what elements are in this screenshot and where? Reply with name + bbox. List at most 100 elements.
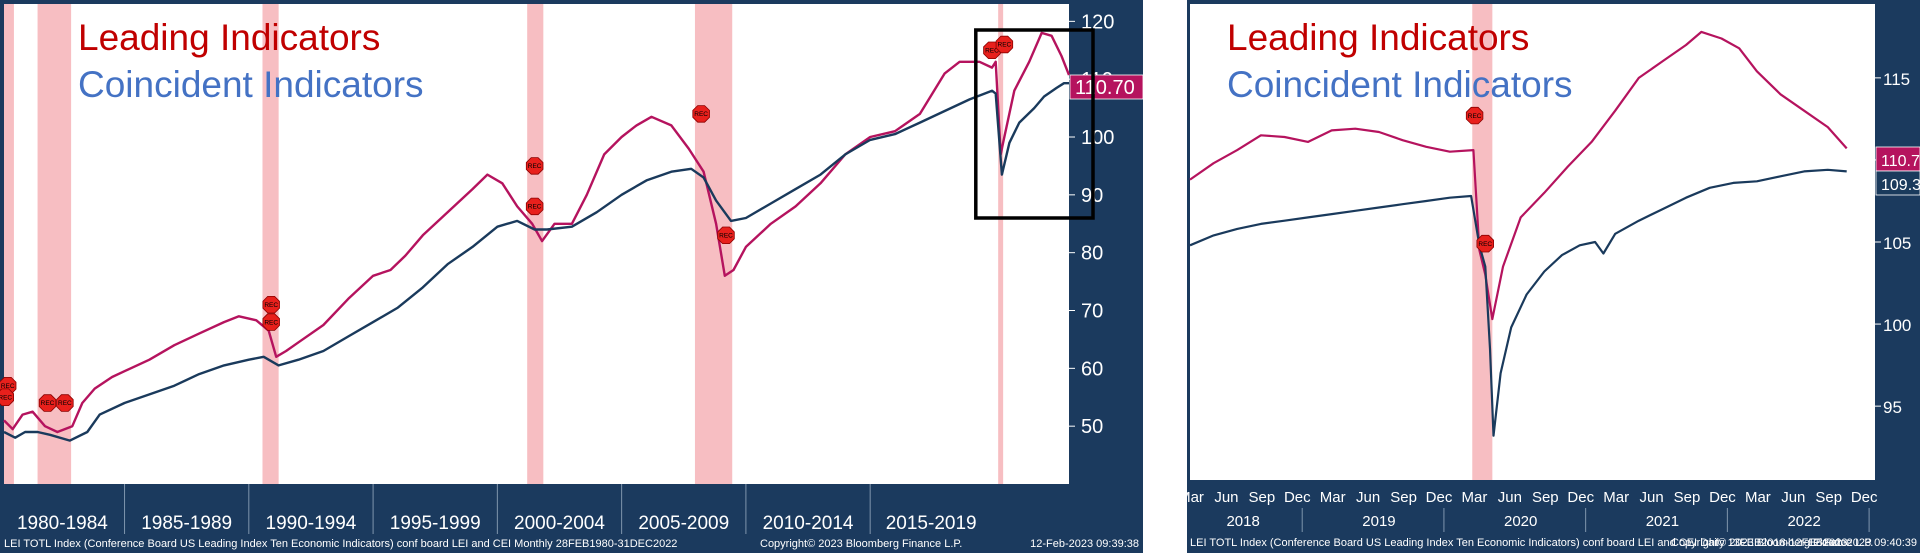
right-chart: 95100105110115RECRECLeading IndicatorsCo…: [1187, 0, 1920, 553]
footer-timestamp: 12-Feb-2023 09:40:39: [1808, 537, 1917, 549]
legend-leading: Leading Indicators: [1227, 17, 1529, 58]
rec-marker: REC: [525, 197, 544, 216]
legend-leading: Leading Indicators: [78, 17, 380, 58]
x-period-label: 1990-1994: [266, 513, 357, 534]
zoom-highlight-box: [974, 28, 1095, 220]
rec-marker-shape: [692, 105, 710, 123]
last-value-text: 109.30: [1881, 177, 1920, 194]
x-period-label: 2005-2009: [638, 513, 729, 534]
x-month-label: Sep: [1390, 489, 1417, 506]
left-chart-panel: 5060708090100110120RECRECRECRECRECRECREC…: [0, 0, 1143, 553]
y-tick-label: 95: [1883, 398, 1902, 417]
y-tick-label: 70: [1081, 301, 1103, 323]
x-month-label: Dec: [1284, 489, 1311, 506]
rec-marker-label: REC: [264, 319, 278, 326]
y-tick-label: 105: [1883, 234, 1911, 253]
rec-marker: REC: [717, 226, 735, 245]
x-month-label: Mar: [1320, 489, 1346, 506]
rec-marker-label: REC: [528, 204, 542, 211]
rec-marker-label: REC: [528, 163, 542, 170]
x-month-label: Mar: [1187, 489, 1204, 506]
last-value-box: [1069, 74, 1143, 100]
rec-marker: REC: [262, 295, 280, 314]
x-year-label: 2018: [1226, 513, 1259, 530]
rec-marker: REC: [1465, 106, 1484, 125]
rec-marker-label: REC: [998, 42, 1012, 49]
x-period-label: 2015-2019: [886, 513, 977, 534]
recession-band: [4, 4, 14, 484]
rec-marker-label: REC: [1478, 241, 1492, 248]
x-month-label: Mar: [1745, 489, 1771, 506]
rec-marker-label: REC: [1, 383, 15, 390]
rec-marker-label: REC: [0, 394, 12, 401]
rec-marker-label: REC: [41, 400, 55, 407]
leading-indicators-line: [1189, 30, 1848, 321]
x-month-label: Jun: [1498, 489, 1522, 506]
rec-marker-label: REC: [58, 400, 72, 407]
x-month-label: Sep: [1249, 489, 1276, 506]
y-tick-label: 80: [1081, 243, 1103, 265]
rec-marker-shape: [262, 295, 280, 314]
coincident-indicators-line: [1189, 168, 1847, 437]
last-value-badge: 109.30: [1875, 170, 1920, 196]
x-period-label: 1995-1999: [390, 513, 481, 534]
rec-marker: REC: [692, 105, 710, 123]
rec-marker: REC: [1476, 234, 1495, 253]
rec-marker-label: REC: [694, 111, 708, 118]
last-value-text: 110.70: [1075, 77, 1135, 99]
y-tick-label: 100: [1883, 316, 1911, 335]
rec-marker-shape: [1465, 106, 1484, 125]
x-month-label: Jun: [1781, 489, 1805, 506]
x-period-label: 2000-2004: [514, 513, 605, 534]
rec-marker-label: REC: [985, 47, 999, 54]
x-period-label: 1985-1989: [141, 513, 232, 534]
x-period-label: 2010-2014: [763, 513, 854, 534]
rec-marker: REC: [38, 394, 57, 412]
footer-timestamp: 12-Feb-2023 09:39:38: [1030, 538, 1139, 550]
legend-coincident: Coincident Indicators: [78, 64, 424, 105]
x-month-label: Dec: [1567, 489, 1594, 506]
rec-marker-shape: [38, 394, 57, 412]
rec-marker-shape: [0, 388, 15, 407]
x-month-label: Mar: [1462, 489, 1488, 506]
rec-marker: REC: [0, 388, 15, 407]
left-chart: 5060708090100110120RECRECRECRECRECRECREC…: [0, 0, 1143, 553]
footer-source: LEI TOTL Index (Conference Board US Lead…: [1190, 537, 1848, 549]
rec-marker: REC: [56, 394, 74, 412]
y-tick-label: 120: [1081, 11, 1114, 33]
x-month-label: Sep: [1532, 489, 1559, 506]
x-month-label: Mar: [1603, 489, 1629, 506]
recession-band: [527, 4, 544, 484]
rec-marker-shape: [525, 197, 544, 216]
x-month-label: Sep: [1815, 489, 1842, 506]
recession-band: [998, 4, 1004, 484]
x-month-label: Dec: [1709, 489, 1736, 506]
rec-marker: REC: [525, 157, 544, 175]
x-year-label: 2020: [1504, 513, 1537, 530]
x-month-label: Sep: [1674, 489, 1701, 506]
y-tick-label: 60: [1081, 358, 1103, 380]
rec-marker-shape: [262, 313, 280, 331]
rec-marker-shape: [56, 394, 74, 412]
x-year-label: 2021: [1646, 513, 1679, 530]
recession-band: [37, 4, 72, 484]
rec-marker-shape: [525, 157, 544, 175]
rec-marker: REC: [262, 313, 280, 331]
x-month-label: Jun: [1214, 489, 1238, 506]
last-value-box: [1875, 170, 1920, 196]
x-year-label: 2022: [1787, 513, 1820, 530]
rec-marker-shape: [995, 35, 1014, 54]
rec-marker-label: REC: [264, 302, 278, 309]
coincident-indicators-line: [3, 82, 1069, 442]
x-month-label: Dec: [1426, 489, 1453, 506]
y-tick-label: 100: [1081, 127, 1114, 149]
x-month-label: Jun: [1356, 489, 1380, 506]
footer-source: LEI TOTL Index (Conference Board US Lead…: [4, 538, 677, 550]
plot-area: [1190, 4, 1875, 480]
x-month-label: Jun: [1640, 489, 1664, 506]
rec-marker-label: REC: [719, 233, 733, 240]
x-period-label: 1980-1984: [17, 513, 108, 534]
x-month-label: Dec: [1851, 489, 1878, 506]
footer-copyright: Copyright© 2023 Bloomberg Finance L.P.: [1671, 537, 1873, 549]
rec-marker-shape: [717, 226, 735, 245]
